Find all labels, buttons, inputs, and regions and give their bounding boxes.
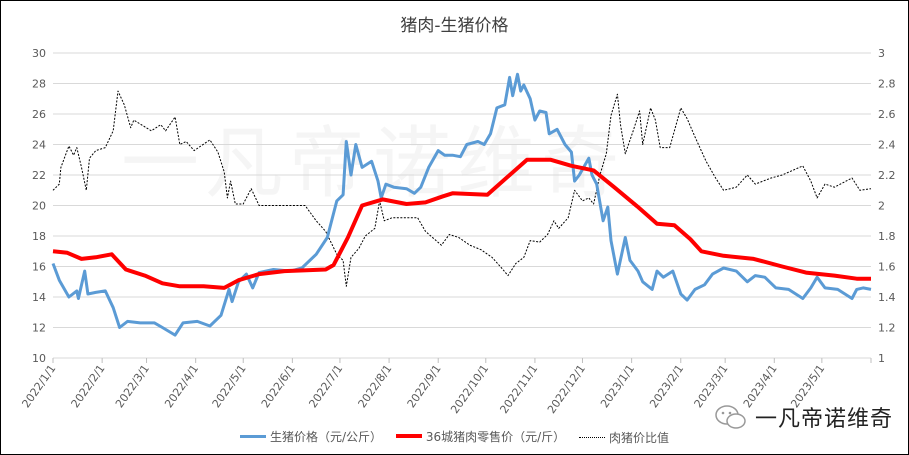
x-tick-label: 2022/6/1 [259,362,298,410]
x-tick-label: 2022/5/1 [210,362,249,410]
legend-item-hog-price: 生猪价格（元/公斤） [239,428,383,445]
x-tick-label: 2022/8/1 [356,362,395,410]
x-tick-label: 2022/2/1 [69,362,108,410]
legend-item-retail-price: 36城猪肉零售价（元/斤） [395,428,566,445]
series-line-ratio [52,90,872,287]
y-left-tick-label: 22 [32,169,46,182]
y-right-tick-label: 2.4 [878,139,896,152]
x-tick-label: 2022/7/1 [306,362,345,410]
legend-item-ratio: 肉猪价比值 [579,429,669,446]
y-left-tick-label: 20 [32,200,46,213]
x-tick-label: 2023/2/1 [647,362,686,410]
x-tick-label: 2022/10/1 [448,362,491,416]
legend-label: 肉猪价比值 [609,431,670,445]
series-line-retail-price [52,157,871,290]
y-right-tick-label: 1.2 [878,322,896,335]
y-right-tick-label: 2.6 [878,108,896,121]
y-left-tick-label: 28 [32,78,46,91]
x-tick-label: 2023/1/1 [598,362,637,410]
y-right-tick-label: 3 [878,47,885,60]
legend-label: 生猪价格（元/公斤） [269,430,383,444]
y-right-tick-label: 2.2 [878,169,896,182]
legend: 生猪价格（元/公斤） 36城猪肉零售价（元/斤） 肉猪价比值 [1,427,908,446]
y-right-tick-label: 1 [878,352,885,365]
y-left-tick-label: 10 [32,352,46,365]
y-right-tick-label: 2 [878,200,885,213]
x-tick-label: 2022/4/1 [162,362,201,410]
y-right-tick-label: 2.8 [878,78,896,91]
x-tick-label: 2022/11/1 [497,362,540,416]
y-right-tick-label: 1.4 [878,291,896,304]
x-tick-label: 2022/1/1 [19,362,58,410]
legend-label: 36城猪肉零售价（元/斤） [425,429,566,444]
legend-swatch [239,435,266,438]
legend-swatch [395,434,422,438]
y-left-tick-label: 18 [32,230,46,243]
brand-name: 一凡帝诺维奇 [755,407,894,432]
y-left-tick-label: 26 [32,108,46,121]
x-tick-label: 2022/12/1 [545,362,588,416]
brand-logo: 一凡帝诺维奇 [713,401,893,433]
series-line-hog-price [51,72,872,337]
chart-title: 猪肉-生猪价格 [400,16,509,36]
y-left-tick-label: 30 [32,47,46,60]
y-right-tick-label: 1.6 [878,261,896,274]
y-right-tick-label: 1.8 [878,230,896,243]
y-left-tick-label: 12 [32,322,46,335]
y-left-tick-label: 16 [32,261,46,274]
y-left-tick-label: 14 [32,291,46,304]
x-tick-label: 2022/3/1 [113,362,152,410]
x-tick-label: 2022/9/1 [405,362,444,410]
wechat-icon [715,405,746,429]
y-left-tick-label: 24 [32,139,46,152]
legend-swatch [579,437,605,438]
